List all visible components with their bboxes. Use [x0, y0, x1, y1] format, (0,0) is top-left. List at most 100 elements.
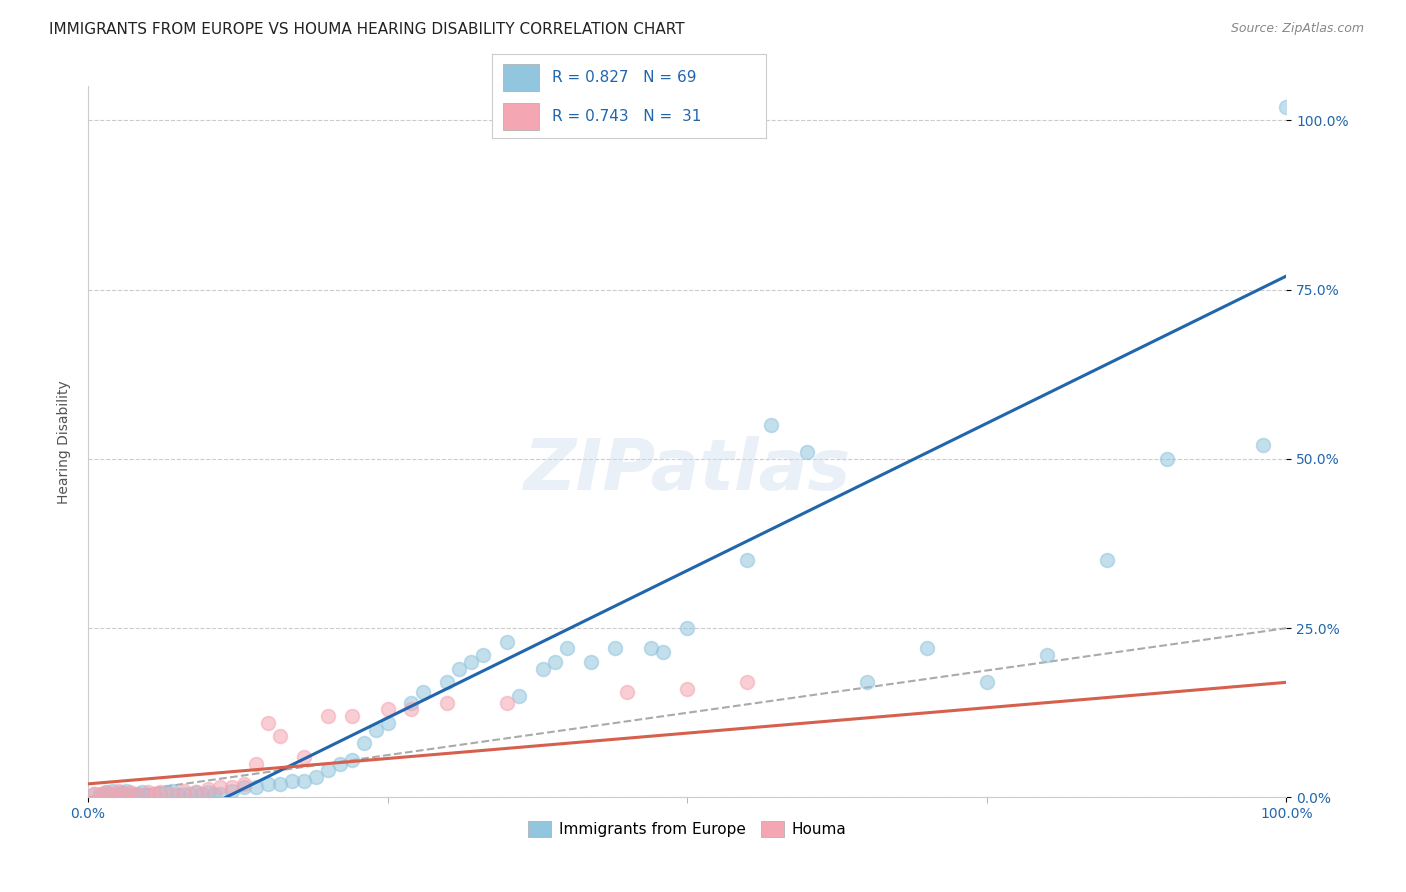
- Point: [555, 641, 578, 656]
- Point: [269, 730, 291, 744]
- Point: [125, 787, 148, 801]
- Point: [179, 787, 201, 801]
- Point: [208, 780, 231, 795]
- Point: [652, 645, 675, 659]
- Point: [160, 783, 183, 797]
- Text: Source: ZipAtlas.com: Source: ZipAtlas.com: [1230, 22, 1364, 36]
- Point: [197, 782, 219, 797]
- Point: [280, 773, 302, 788]
- Point: [101, 783, 124, 797]
- Point: [269, 777, 291, 791]
- Point: [149, 787, 172, 801]
- Point: [329, 756, 352, 771]
- Point: [142, 787, 165, 801]
- Point: [221, 783, 243, 797]
- Point: [759, 417, 782, 432]
- Text: R = 0.827   N = 69: R = 0.827 N = 69: [553, 70, 697, 85]
- Point: [208, 787, 231, 801]
- Point: [796, 445, 818, 459]
- Point: [304, 770, 326, 784]
- Point: [245, 780, 267, 795]
- Point: [856, 675, 879, 690]
- Point: [1035, 648, 1057, 663]
- Point: [436, 675, 458, 690]
- Point: [245, 756, 267, 771]
- Point: [173, 787, 195, 801]
- Point: [221, 780, 243, 795]
- Point: [118, 787, 141, 801]
- Point: [640, 641, 662, 656]
- Point: [449, 662, 471, 676]
- Point: [377, 702, 399, 716]
- Point: [316, 764, 339, 778]
- Point: [107, 787, 129, 801]
- Point: [340, 753, 363, 767]
- Point: [136, 785, 159, 799]
- Point: [184, 785, 207, 799]
- Point: [496, 696, 519, 710]
- Point: [735, 675, 758, 690]
- Point: [735, 553, 758, 567]
- Point: [94, 785, 117, 799]
- Point: [544, 655, 567, 669]
- Point: [127, 787, 149, 801]
- Point: [976, 675, 998, 690]
- Point: [107, 783, 129, 797]
- Point: [1095, 553, 1118, 567]
- Text: R = 0.743   N =  31: R = 0.743 N = 31: [553, 109, 702, 124]
- Point: [110, 785, 132, 799]
- Point: [160, 787, 183, 801]
- Point: [915, 641, 938, 656]
- Point: [202, 787, 225, 801]
- Point: [676, 621, 699, 635]
- Point: [155, 785, 177, 799]
- Point: [166, 789, 188, 803]
- Point: [232, 777, 254, 791]
- Point: [89, 789, 111, 803]
- Point: [401, 702, 423, 716]
- Point: [377, 715, 399, 730]
- Point: [1275, 100, 1298, 114]
- Point: [184, 785, 207, 799]
- Point: [94, 785, 117, 799]
- Point: [149, 785, 172, 799]
- Point: [1251, 438, 1274, 452]
- Point: [316, 709, 339, 723]
- Point: [605, 641, 627, 656]
- Point: [256, 715, 278, 730]
- Point: [101, 787, 124, 801]
- Point: [340, 709, 363, 723]
- Point: [496, 634, 519, 648]
- Bar: [503, 103, 538, 130]
- Point: [616, 685, 638, 699]
- Point: [136, 789, 159, 803]
- Text: IMMIGRANTS FROM EUROPE VS HOUMA HEARING DISABILITY CORRELATION CHART: IMMIGRANTS FROM EUROPE VS HOUMA HEARING …: [49, 22, 685, 37]
- Point: [112, 787, 135, 801]
- Point: [460, 655, 482, 669]
- Point: [256, 777, 278, 791]
- Point: [142, 787, 165, 801]
- Bar: [503, 63, 538, 91]
- Point: [131, 785, 153, 799]
- Point: [103, 789, 125, 803]
- Point: [125, 789, 148, 803]
- Point: [531, 662, 554, 676]
- Point: [436, 696, 458, 710]
- Point: [292, 749, 315, 764]
- Point: [353, 736, 375, 750]
- Point: [91, 787, 114, 801]
- Y-axis label: Hearing Disability: Hearing Disability: [58, 380, 72, 504]
- Point: [89, 787, 111, 801]
- Point: [98, 787, 121, 801]
- Legend: Immigrants from Europe, Houma: Immigrants from Europe, Houma: [522, 815, 852, 843]
- Point: [173, 783, 195, 797]
- Point: [197, 785, 219, 799]
- Point: [1156, 451, 1178, 466]
- Text: ZIPatlas: ZIPatlas: [523, 436, 851, 505]
- Point: [83, 787, 105, 801]
- Point: [83, 787, 105, 801]
- Point: [190, 787, 212, 801]
- Point: [581, 655, 603, 669]
- Point: [472, 648, 495, 663]
- Point: [676, 682, 699, 697]
